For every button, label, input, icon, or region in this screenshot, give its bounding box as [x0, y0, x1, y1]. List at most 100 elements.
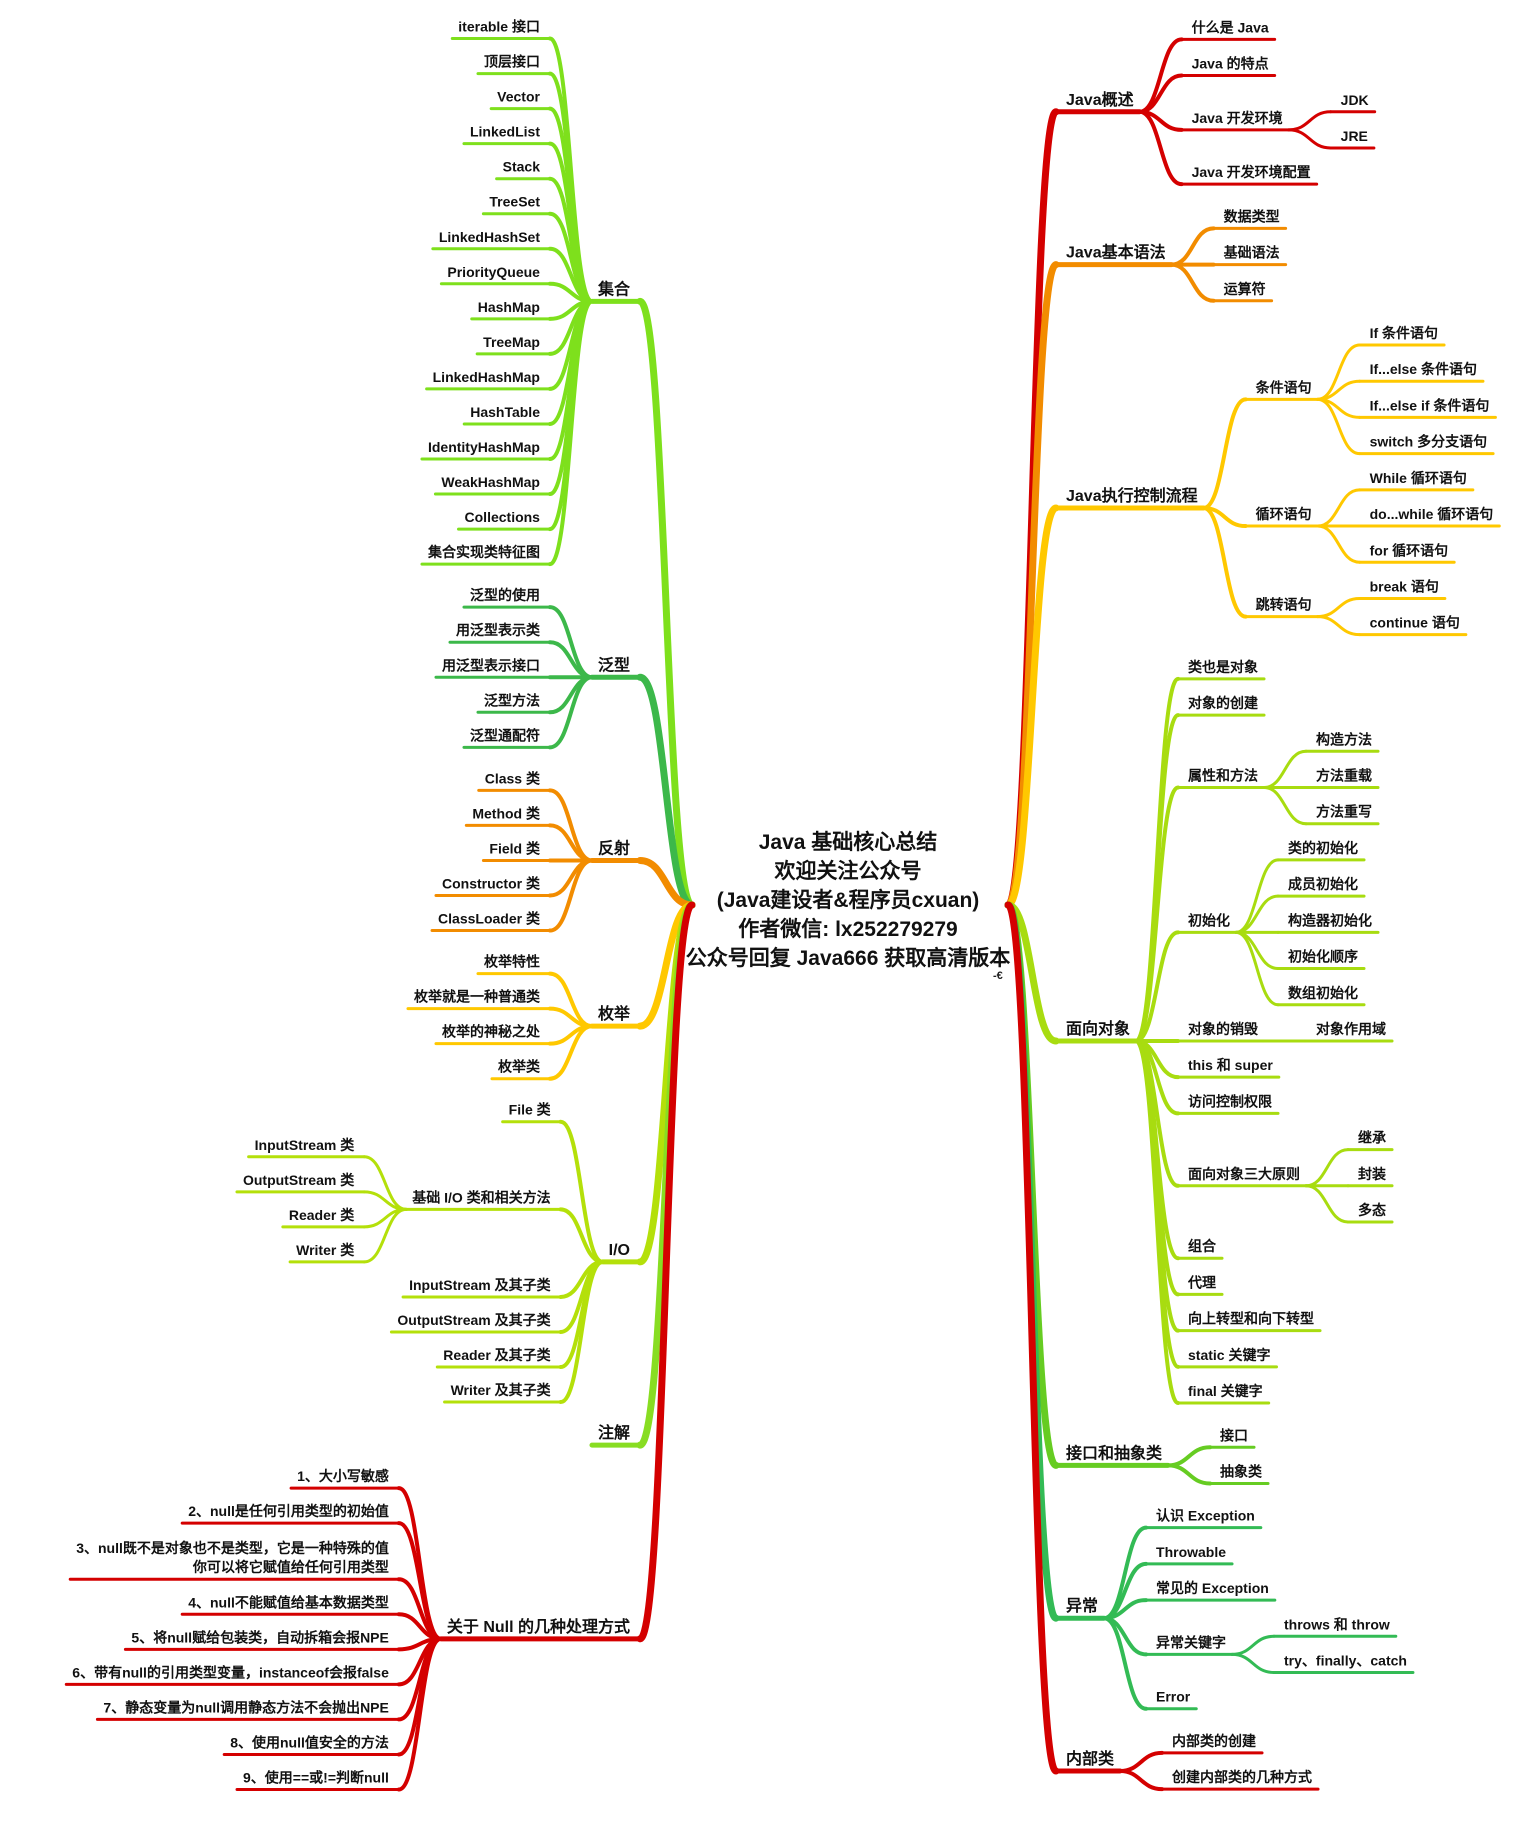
node-constructor-类[interactable]: Constructor 类	[442, 875, 541, 891]
node-异常[interactable]: 异常	[1066, 1596, 1098, 1615]
node-接口和抽象类[interactable]: 接口和抽象类	[1066, 1443, 1163, 1462]
node-linkedhashmap[interactable]: LinkedHashMap	[433, 369, 540, 385]
node-用泛型表示类[interactable]: 用泛型表示类	[456, 622, 541, 638]
node-writer-及其子类[interactable]: Writer 及其子类	[451, 1382, 552, 1398]
node-weakhashmap[interactable]: WeakHashMap	[441, 474, 540, 490]
node-枚举类[interactable]: 枚举类	[498, 1059, 541, 1075]
node-reader-及其子类[interactable]: Reader 及其子类	[443, 1347, 551, 1363]
node-内部类的创建[interactable]: 内部类的创建	[1172, 1733, 1256, 1749]
node-方法重载[interactable]: 方法重载	[1316, 768, 1372, 784]
node-构造器初始化[interactable]: 构造器初始化	[1288, 912, 1372, 928]
node-vector[interactable]: Vector	[497, 89, 540, 105]
node-break-语句[interactable]: break 语句	[1370, 578, 1439, 594]
node-反射[interactable]: 反射	[598, 838, 630, 857]
node-面向对象[interactable]: 面向对象	[1066, 1019, 1130, 1038]
node-代理[interactable]: 代理	[1187, 1274, 1216, 1290]
node-while-循环语句[interactable]: While 循环语句	[1370, 470, 1467, 486]
node-6带有null的引用类型变量instanceof会报false[interactable]: 6、带有null的引用类型变量，instanceof会报false	[72, 1664, 389, 1680]
node-3null既不是对象也不是类型它是一种特殊的值[interactable]: 3、null既不是对象也不是类型，它是一种特殊的值你可以将它赋值给任何引用类型	[76, 1540, 389, 1575]
node-接口[interactable]: 接口	[1220, 1427, 1248, 1443]
node-treemap[interactable]: TreeMap	[483, 334, 540, 350]
node-对象的创建[interactable]: 对象的创建	[1188, 695, 1258, 711]
node-访问控制权限[interactable]: 访问控制权限	[1188, 1093, 1272, 1109]
node-hashtable[interactable]: HashTable	[470, 404, 540, 420]
node-linkedhashset[interactable]: LinkedHashSet	[439, 229, 540, 245]
node-顶层接口[interactable]: 顶层接口	[484, 54, 540, 70]
node-枚举特性[interactable]: 枚举特性	[484, 954, 540, 970]
node-数组初始化[interactable]: 数组初始化	[1288, 985, 1358, 1001]
node-java-开发环境[interactable]: Java 开发环境	[1192, 110, 1283, 126]
node-writer-类[interactable]: Writer 类	[296, 1242, 355, 1258]
node-jdk[interactable]: JDK	[1341, 92, 1369, 108]
node-注解[interactable]: 注解	[598, 1423, 630, 1442]
node-泛型[interactable]: 泛型	[598, 656, 630, 674]
node-集合[interactable]: 集合	[597, 279, 631, 298]
node-泛型的使用[interactable]: 泛型的使用	[470, 587, 540, 603]
node-枚举的神秘之处[interactable]: 枚举的神秘之处	[442, 1024, 541, 1040]
node-switch-多分支语句[interactable]: switch 多分支语句	[1370, 434, 1487, 450]
node-类的初始化[interactable]: 类的初始化	[1288, 840, 1358, 856]
node-continue-语句[interactable]: continue 语句	[1370, 615, 1460, 631]
node-static-关键字[interactable]: static 关键字	[1188, 1347, 1270, 1363]
node-java概述[interactable]: Java概述	[1066, 90, 1134, 109]
node-9使用或判断null[interactable]: 9、使用==或!=判断null	[243, 1769, 389, 1785]
node-什么是-java[interactable]: 什么是 Java	[1192, 19, 1269, 35]
node-java基本语法[interactable]: Java基本语法	[1066, 243, 1166, 262]
node-多态[interactable]: 多态	[1358, 1202, 1386, 1218]
node-初始化顺序[interactable]: 初始化顺序	[1288, 949, 1358, 965]
node-内部类[interactable]: 内部类	[1066, 1749, 1115, 1768]
node-枚举[interactable]: 枚举	[598, 1004, 631, 1023]
node-泛型方法[interactable]: 泛型方法	[484, 692, 540, 708]
node-field-类[interactable]: Field 类	[489, 840, 541, 856]
node-java-开发环境配置[interactable]: Java 开发环境配置	[1192, 164, 1311, 180]
node-2null是任何引用类型的初始值[interactable]: 2、null是任何引用类型的初始值	[188, 1503, 389, 1519]
root-node[interactable]: Java 基础核心总结 欢迎关注公众号 (Java建设者&程序员cxuan) 作…	[648, 828, 1048, 973]
node-throwable[interactable]: Throwable	[1156, 1544, 1226, 1560]
node-for-循环语句[interactable]: for 循环语句	[1370, 542, 1449, 558]
node-方法重写[interactable]: 方法重写	[1316, 804, 1372, 820]
node-4null不能赋值给基本数据类型[interactable]: 4、null不能赋值给基本数据类型	[188, 1594, 389, 1610]
node-构造方法[interactable]: 构造方法	[1316, 731, 1372, 747]
node-用泛型表示接口[interactable]: 用泛型表示接口	[442, 657, 540, 673]
node-ifelse-if-条件语句[interactable]: If...else if 条件语句	[1370, 397, 1490, 413]
node-向上转型和向下转型[interactable]: 向上转型和向下转型	[1188, 1311, 1314, 1327]
node-class-类[interactable]: Class 类	[485, 770, 541, 786]
node-method-类[interactable]: Method 类	[472, 805, 541, 821]
node-条件语句[interactable]: 条件语句	[1255, 379, 1312, 395]
node-linkedlist[interactable]: LinkedList	[470, 124, 540, 140]
node-error[interactable]: Error	[1156, 1689, 1191, 1705]
node-7静态变量为null调用静态方法不会抛出npe[interactable]: 7、静态变量为null调用静态方法不会抛出NPE	[103, 1699, 388, 1715]
node-ifelse-条件语句[interactable]: If...else 条件语句	[1370, 361, 1477, 377]
node-iterable-接口[interactable]: iterable 接口	[458, 19, 540, 35]
node-泛型通配符[interactable]: 泛型通配符	[470, 727, 540, 743]
node-tryfinallycatch[interactable]: try、finally、catch	[1284, 1653, 1407, 1669]
node-类也是对象[interactable]: 类也是对象	[1188, 659, 1258, 675]
node-对象的销毁[interactable]: 对象的销毁	[1188, 1021, 1259, 1037]
node-hashmap[interactable]: HashMap	[478, 299, 540, 315]
node-identityhashmap[interactable]: IdentityHashMap	[428, 439, 540, 455]
node-组合[interactable]: 组合	[1188, 1238, 1217, 1254]
node-基础-io-类和相关方法[interactable]: 基础 I/O 类和相关方法	[412, 1189, 550, 1205]
node-异常关键字[interactable]: 异常关键字	[1156, 1634, 1226, 1650]
node-final-关键字[interactable]: final 关键字	[1188, 1383, 1263, 1399]
node-file-类[interactable]: File 类	[509, 1102, 552, 1118]
node-初始化[interactable]: 初始化	[1188, 912, 1230, 928]
node-封装[interactable]: 封装	[1358, 1166, 1387, 1182]
node-跳转语句[interactable]: 跳转语句	[1256, 597, 1312, 613]
node-1大小写敏感[interactable]: 1、大小写敏感	[297, 1468, 389, 1484]
node-数据类型[interactable]: 数据类型	[1224, 208, 1280, 224]
node-循环语句[interactable]: 循环语句	[1256, 506, 1312, 522]
node-成员初始化[interactable]: 成员初始化	[1288, 876, 1358, 892]
node-dowhile-循环语句[interactable]: do...while 循环语句	[1370, 506, 1494, 522]
node-stack[interactable]: Stack	[503, 159, 541, 175]
node-对象作用域[interactable]: 对象作用域	[1316, 1021, 1386, 1037]
node-outputstream-及其子类[interactable]: OutputStream 及其子类	[397, 1312, 551, 1328]
node-collections[interactable]: Collections	[465, 509, 541, 525]
node-属性和方法[interactable]: 属性和方法	[1188, 768, 1258, 784]
node-8使用null值安全的方法[interactable]: 8、使用null值安全的方法	[230, 1734, 389, 1750]
node-创建内部类的几种方式[interactable]: 创建内部类的几种方式	[1171, 1769, 1312, 1785]
node-java执行控制流程[interactable]: Java执行控制流程	[1066, 486, 1198, 505]
node-priorityqueue[interactable]: PriorityQueue	[447, 264, 540, 280]
node-io[interactable]: I/O	[609, 1242, 630, 1259]
node-reader-类[interactable]: Reader 类	[289, 1207, 355, 1223]
